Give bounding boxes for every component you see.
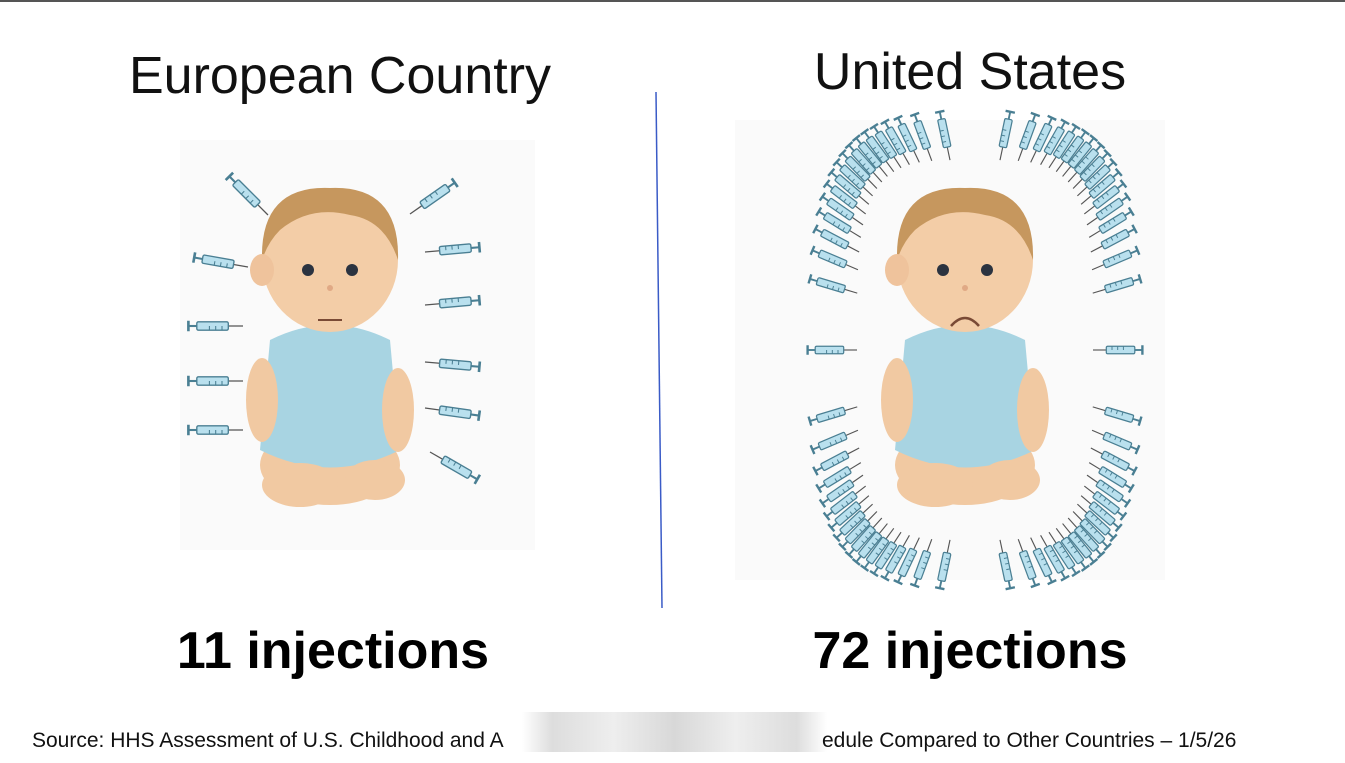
left-baby — [246, 187, 414, 507]
right-title: United States — [814, 43, 1126, 101]
top-border — [0, 0, 1345, 2]
right-caption: 72 injections — [813, 622, 1128, 680]
left-title: European Country — [129, 47, 551, 105]
right-baby — [881, 187, 1049, 507]
divider — [655, 91, 663, 609]
source-start: Source: HHS Assessment of U.S. Childhood… — [32, 729, 504, 752]
blurred-region — [522, 712, 827, 752]
left-caption: 11 injections — [177, 622, 489, 680]
source-end: edule Compared to Other Countries – 1/5/… — [822, 729, 1236, 752]
